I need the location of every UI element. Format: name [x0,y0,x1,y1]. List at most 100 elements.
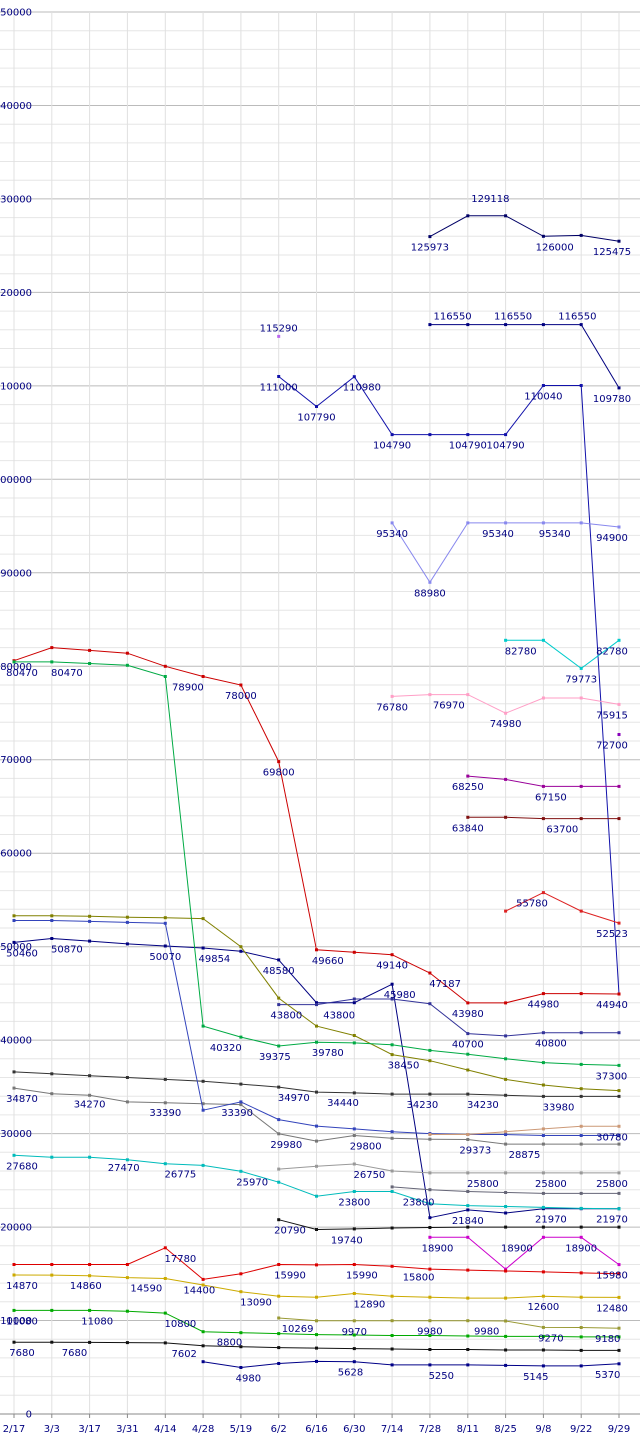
data-point-blue-129k [466,214,470,218]
data-point-gray-34k [352,1134,356,1137]
data-label-red-main: 78900 [172,683,204,694]
data-point-cyan-27k [12,1153,16,1157]
data-label-navy-50k: 50870 [51,945,83,956]
data-point-navy-5k [315,1359,318,1363]
data-label-periwinkle-95k: 94900 [596,533,628,544]
data-point-red-main [579,992,583,996]
data-label-green-80k: 40320 [210,1043,242,1054]
data-label-red-main: 44980 [527,1000,559,1011]
data-point-black-36k [390,1092,394,1096]
x-axis-label: 3/3 [44,1424,60,1435]
data-point-slate-24k [541,1191,545,1195]
data-point-red-main [88,648,92,652]
x-axis-label: 4/14 [154,1424,176,1435]
data-point-green-11k [163,1311,167,1315]
data-point-red-55k [541,891,545,895]
data-label-periwinkle-95k: 95340 [482,529,514,540]
data-label-magenta-68k: 67150 [535,792,567,803]
data-point-red-55k [504,909,508,913]
data-point-cyan-27k [617,1207,621,1211]
data-label-navy-43k: 40800 [535,1039,567,1050]
data-point-cyan-27k [201,1163,205,1167]
data-point-navy-5k [466,1363,470,1367]
x-axis-label: 5/19 [230,1424,252,1435]
data-point-red-main [163,664,167,668]
data-point-navy-43k [504,1034,508,1038]
data-label-red-55k: 52523 [596,929,628,940]
data-point-black-36k [504,1093,508,1097]
data-label-khaki-10k: 9980 [474,1327,499,1338]
data-label-yellow-14k: 12890 [353,1300,385,1311]
data-label-black-36k: 34230 [406,1100,438,1111]
data-label-violet-115k-dot: 115290 [260,323,298,334]
data-point-red-main [315,948,318,952]
data-point-black-7k [315,1346,318,1350]
data-point-gray-34k [579,1142,583,1146]
data-point-black-7k [12,1340,16,1344]
data-point-blue-33k [12,919,16,922]
data-point-gray-34k [163,1101,167,1105]
x-axis-label: 6/16 [305,1424,327,1435]
x-axis-label: 6/2 [271,1424,287,1435]
data-point-navy-43k [617,1031,621,1035]
data-point-red-main [466,1001,470,1005]
y-axis-label: 0 [26,1410,32,1421]
y-axis-label: 30000 [0,1129,32,1140]
data-label-red-main: 49660 [312,956,344,967]
data-point-blue-129k [617,239,621,243]
data-point-olive-53k [390,1053,394,1057]
y-axis-label: 40000 [0,1036,32,1047]
data-point-black-36k [315,1090,318,1094]
data-point-green-80k [428,1048,432,1052]
data-label-navy-111k: 104790 [373,441,411,452]
data-label-gray-34k: 29373 [459,1146,491,1157]
data-point-olive-53k [201,917,205,921]
x-axis-label: 9/22 [570,1424,592,1435]
data-label-black-20k: 19740 [331,1236,363,1247]
data-point-gray-25k [617,1171,621,1175]
data-label-green-11k: 11080 [6,1316,38,1327]
series-line-magenta-18k [429,1236,620,1270]
data-point-black-7k [88,1340,92,1344]
data-label-green-11k: 8800 [217,1338,242,1349]
data-point-navy-116k [428,323,432,327]
data-label-navy-116k: 116550 [494,312,532,323]
data-point-blue-33k [163,921,167,925]
series-line-red-55k [505,892,620,924]
data-point-red-55k [617,921,621,925]
data-point-green-80k [125,663,129,667]
data-point-gray-34k [239,1103,243,1107]
data-point-navy-50k [390,982,394,986]
data-point-green-11k [315,1333,318,1337]
data-point-gray-25k [504,1171,508,1175]
data-label-black-20k: 20790 [274,1226,306,1237]
data-point-blue-33k [125,920,129,924]
data-point-cyan-27k [239,1169,243,1173]
data-label-cyan-27k: 25970 [236,1177,268,1188]
data-point-blue-129k [428,235,432,239]
y-axis-label: 140000 [0,101,32,112]
series-line-black-20k [278,1219,619,1231]
data-point-green-11k [125,1309,129,1313]
data-point-red-main [352,950,356,954]
series-line-gray-25k [278,1163,619,1174]
data-point-black-36k [428,1092,432,1096]
data-point-pink-76k [504,711,508,715]
data-point-red-17k [617,1272,621,1276]
data-point-gray-34k [428,1137,432,1141]
data-label-navy-50k: 50460 [6,948,38,959]
data-point-gray-25k [541,1171,545,1175]
data-label-navy-116k: 109780 [593,394,631,405]
data-point-black-7k [504,1348,508,1352]
data-label-red-17k: 17780 [164,1254,196,1265]
data-point-cyan-27k [315,1194,318,1198]
data-point-olive-53k [315,1024,318,1028]
data-point-blue-33k [579,1134,583,1137]
data-point-black-20k [315,1228,318,1231]
data-point-green-80k [617,1063,621,1067]
data-point-green-11k [352,1333,356,1337]
data-label-navy-5k: 5250 [429,1371,454,1382]
data-label-gray-25k: 25800 [596,1179,628,1190]
